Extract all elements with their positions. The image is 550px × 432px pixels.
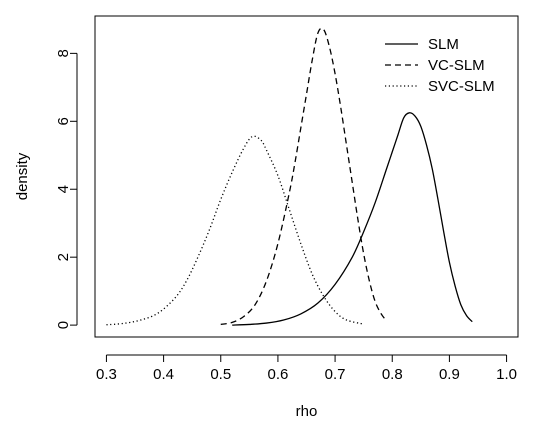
x-tick-label: 0.8 (382, 366, 403, 383)
x-tick-label: 0.9 (439, 366, 460, 383)
y-tick-label: 6 (55, 117, 72, 125)
legend: SLM VC-SLM SVC-SLM (385, 36, 495, 95)
y-axis: 0 2 4 6 8 (55, 49, 78, 329)
y-tick-label: 2 (55, 253, 72, 261)
series-line-vc-slm (220, 27, 388, 326)
legend-label: SVC-SLM (428, 78, 495, 95)
y-axis-title: density (14, 152, 31, 200)
plot-frame (94, 15, 519, 338)
x-tick-label: 0.4 (153, 366, 174, 383)
x-tick-label: 0.3 (96, 366, 117, 383)
legend-label: VC-SLM (428, 57, 485, 74)
y-tick-label: 0 (55, 321, 72, 329)
series-line-slm (232, 112, 473, 326)
x-tick-label: 1.0 (496, 366, 517, 383)
y-tick-label: 8 (55, 49, 72, 57)
x-axis: 0.3 0.4 0.5 0.6 0.7 0.8 0.9 1.0 (96, 354, 517, 383)
legend-label: SLM (428, 36, 459, 53)
x-tick-label: 0.6 (267, 366, 288, 383)
series-layer (106, 27, 473, 326)
x-axis-title: rho (296, 403, 318, 420)
y-tick-label: 4 (55, 185, 72, 193)
x-tick-label: 0.5 (210, 366, 231, 383)
series-line-svc-slm (106, 135, 364, 326)
x-tick-label: 0.7 (325, 366, 346, 383)
